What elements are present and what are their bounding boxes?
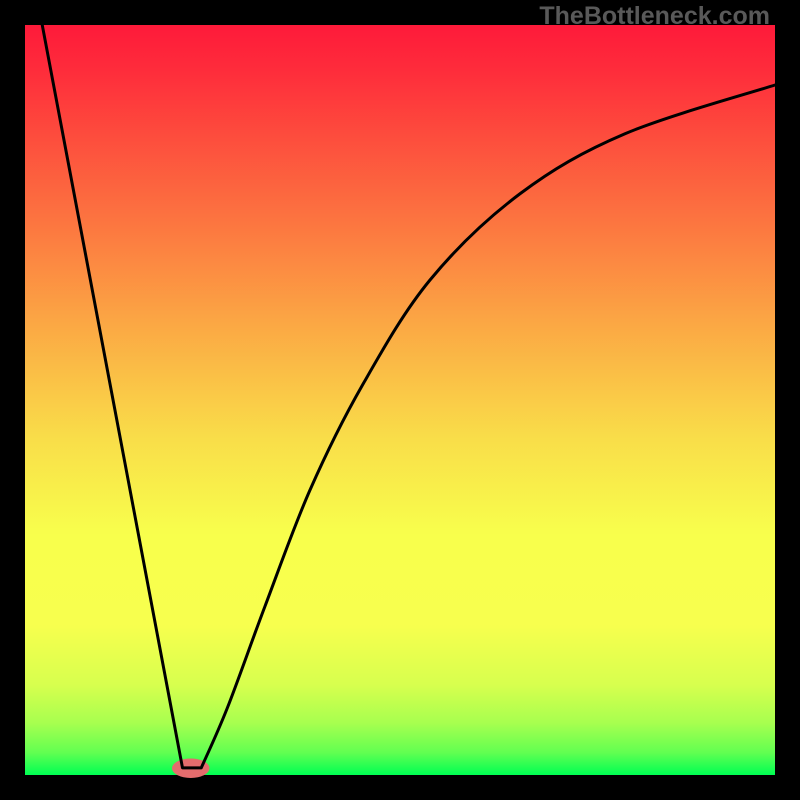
plot-background <box>25 25 775 775</box>
watermark-text: TheBottleneck.com <box>539 2 770 31</box>
chart-stage: TheBottleneck.com <box>0 0 800 800</box>
bottleneck-chart <box>0 0 800 800</box>
